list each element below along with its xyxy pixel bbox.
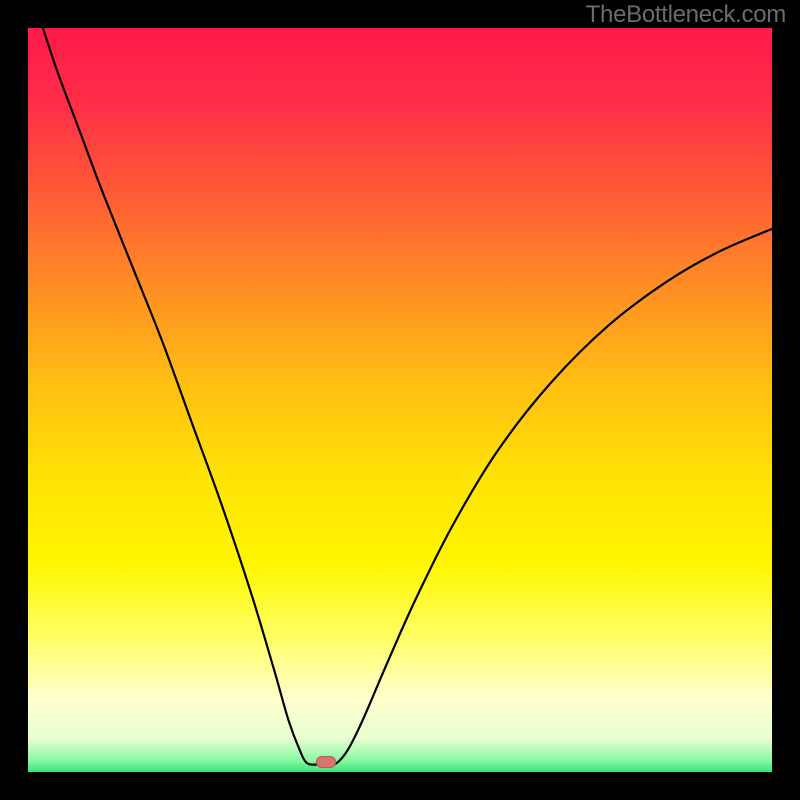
border-left	[0, 0, 28, 800]
border-right	[772, 0, 800, 800]
chart-frame: TheBottleneck.com	[0, 0, 800, 800]
plot-area	[28, 28, 772, 772]
border-bottom	[0, 772, 800, 800]
minimum-marker	[316, 756, 336, 768]
watermark-text: TheBottleneck.com	[586, 1, 786, 29]
